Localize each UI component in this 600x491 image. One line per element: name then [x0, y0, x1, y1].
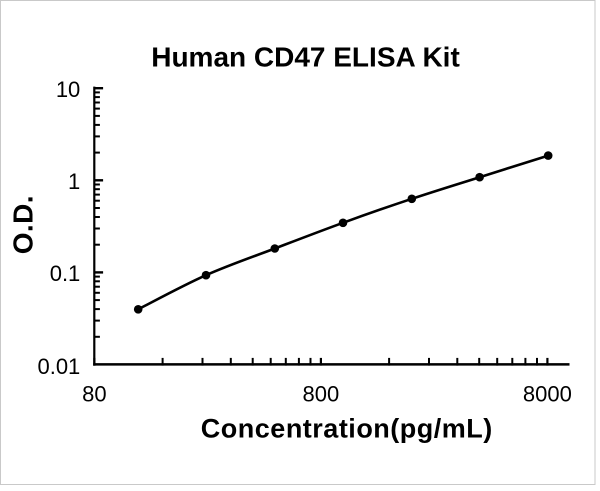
svg-text:8000: 8000: [523, 382, 572, 407]
svg-text:0.1: 0.1: [50, 261, 81, 286]
svg-text:80: 80: [82, 382, 106, 407]
svg-text:Human CD47 ELISA Kit: Human CD47 ELISA Kit: [151, 42, 460, 73]
svg-text:O.D.: O.D.: [7, 195, 38, 254]
svg-text:1: 1: [68, 169, 80, 194]
svg-text:10: 10: [56, 77, 80, 102]
svg-text:Concentration(pg/mL): Concentration(pg/mL): [201, 413, 493, 443]
svg-text:800: 800: [303, 382, 340, 407]
svg-text:0.01: 0.01: [37, 354, 80, 379]
